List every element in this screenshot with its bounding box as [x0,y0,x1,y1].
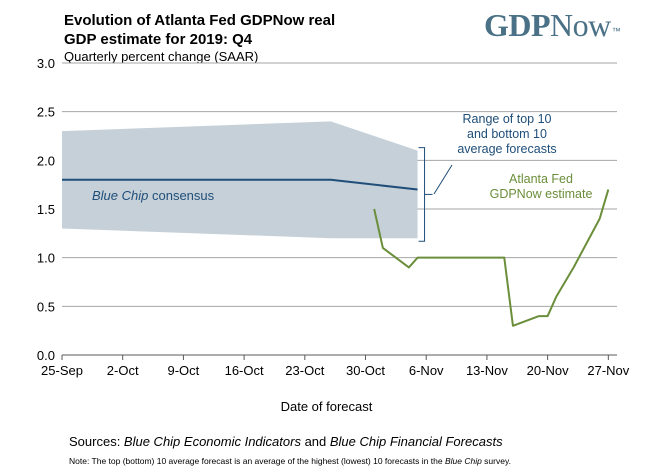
x-tick-label: 30-Oct [346,363,385,378]
sources-italic-1: Blue Chip Economic Indicators [123,434,301,449]
note-suffix: survey. [481,456,511,466]
x-tick-label: 27-Nov [587,363,629,378]
series-layer [62,178,610,327]
note-prefix: Note: The top (bottom) 10 average foreca… [69,456,445,466]
range-annotation-line-2: and bottom 10 [467,127,547,141]
chart-title: Evolution of Atlanta Fed GDPNow real GDP… [64,11,335,49]
gdpnow-series-line [373,189,610,327]
chart-title-line-1: Evolution of Atlanta Fed GDPNow real [64,12,336,29]
gdpnow-annotation-line-1: Atlanta Fed [509,172,573,186]
chart-subtitle: Quarterly percent change (SAAR) [64,49,259,64]
gdpnow-annotation: Atlanta Fed GDPNow estimate [474,172,608,202]
y-tick-label: 2.5 [37,105,55,120]
range-annotation: Range of top 10 and bottom 10 average fo… [432,112,582,157]
y-tick-label: 0.0 [37,348,55,363]
y-tick-label: 2.0 [37,153,55,168]
x-tick-label: 16-Oct [225,363,264,378]
x-tick-label: 13-Nov [466,363,508,378]
gdpnow-logo: GDPNow™ [484,5,621,45]
logo-gdp-text: GDP [484,7,551,43]
sources-prefix: Sources: [69,434,124,449]
note-italic: Blue Chip [444,456,482,466]
y-tick-label: 3.0 [37,56,55,71]
x-tick-label: 6-Nov [409,363,444,378]
chart-title-line-2: GDP estimate for 2019: Q4 [64,31,253,48]
bluechip-label-italic: Blue Chip [92,188,149,203]
logo-trademark: ™ [611,26,621,36]
range-connector-line [433,164,453,195]
sources-line: Sources: Blue Chip Economic Indicators a… [69,434,503,449]
sources-italic-2: Blue Chip Financial Forecasts [329,434,503,449]
note-line: Note: The top (bottom) 10 average foreca… [69,456,511,466]
y-tick-label: 0.5 [37,299,55,314]
sources-mid: and [300,434,330,449]
x-tick-label: 20-Nov [527,363,569,378]
x-axis-title: Date of forecast [280,399,373,414]
bluechip-consensus-label: Blue Chip consensus [92,188,214,203]
logo-now-text: Now [550,7,611,43]
x-tick-label: 23-Oct [285,363,324,378]
gdpnow-annotation-line-2: GDPNow estimate [489,187,593,201]
x-tick-label: 2-Oct [107,363,139,378]
y-tick-label: 1.0 [37,251,55,266]
range-annotation-line-1: Range of top 10 [462,112,552,126]
range-bracket [418,147,453,242]
range-annotation-line-3: average forecasts [457,142,557,156]
x-tick-label: 25-Sep [41,363,83,378]
bluechip-consensus-series-line [62,178,418,191]
x-tick-label: 9-Oct [168,363,200,378]
range-bracket-shape [418,147,426,242]
axes-layer: 0.0 0.5 1.0 1.5 2.0 2.5 3.0 25-Sep 2-Oct 9-Oct 16-… [37,56,630,378]
y-tick-label: 1.5 [37,202,55,217]
bluechip-label-rest: consensus [148,188,215,203]
